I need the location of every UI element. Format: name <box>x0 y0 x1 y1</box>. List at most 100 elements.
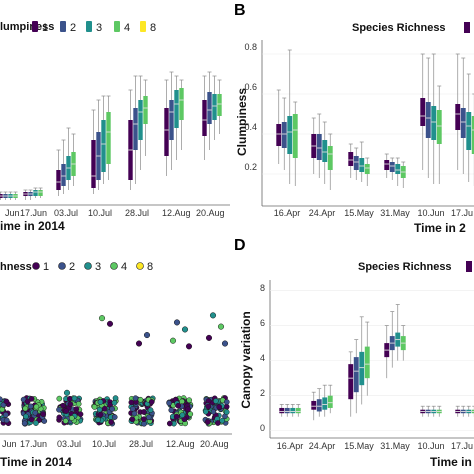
panel-a-x-tick-3: 10.Jul <box>88 208 112 218</box>
panel-c-legend-label-1: 1 <box>43 261 49 273</box>
panel-d-y-ticks: 0 2 4 6 8 <box>260 283 265 433</box>
panel-c-point-3-59 <box>97 411 104 418</box>
panel-d-gridlines <box>270 290 474 432</box>
panel-a-box-1-2 <box>56 170 61 190</box>
panel-c-point-5-60 <box>179 398 185 405</box>
panel-b-y-title: Clumpiness <box>235 88 249 156</box>
panel-d-x-ticks: 16.Apr 24.Apr 15.May 31.May 10.Jun 17.Ju <box>277 441 473 451</box>
panel-d-plot <box>279 304 474 421</box>
panel-d-box-2-1 <box>316 399 322 412</box>
panel-d-legend-title: Species Richness <box>358 261 452 273</box>
panel-c-x-ticks: Jun 17.Jun 03.Jul 10.Jul 28.Jul 12.Aug 2… <box>2 439 229 449</box>
panel-c-point-6-59 <box>215 420 221 426</box>
panel-c-point-6-67 <box>223 409 230 415</box>
panel-c-point-1-53 <box>22 405 29 412</box>
panel-c-x-tick-2: 03.Jul <box>57 439 81 449</box>
panel-d-y-tick-3: 6 <box>260 318 265 328</box>
panel-b-box-4-1 <box>327 146 333 170</box>
panel-c-point-6-60 <box>223 399 230 405</box>
panel-d-x-tick-4: 10.Jun <box>417 441 444 451</box>
panel-a-box-4-6 <box>217 94 222 116</box>
panel-c-point-5-40 <box>187 411 194 417</box>
panel-c-point-2-53 <box>77 411 84 418</box>
panel-c-point-1-61 <box>24 398 31 405</box>
panel-c-legend-label-2: 2 <box>69 261 75 273</box>
panel-d-box-2-0 <box>284 407 290 414</box>
panel-d-box-3-0 <box>290 407 296 414</box>
panel-c-point-2-57 <box>56 414 63 421</box>
panel-c-point-4-67 <box>129 416 136 423</box>
panel-d-y-tick-1: 2 <box>260 388 265 398</box>
panel-c-outlier-5-1 <box>181 326 189 333</box>
panel-c-point-2-59 <box>60 402 66 409</box>
panel-a-box-1-5 <box>164 108 169 156</box>
panel-c-x-tick-0: Jun <box>2 439 17 449</box>
panel-b-box-1-0 <box>276 124 282 146</box>
panel-b-x-tick-2: 15.May <box>344 208 374 218</box>
panel-c-point-1-67 <box>33 403 40 410</box>
panel-c-legend-key-1 <box>32 262 40 270</box>
panel-c-point-2-66 <box>71 395 78 402</box>
panel-b-y-tick-2: 0.6 <box>244 82 257 92</box>
panel-c-point-2-40 <box>56 406 62 413</box>
panel-a-box-1-3 <box>91 140 96 188</box>
panel-a-box-4-1 <box>38 190 43 196</box>
panel-b-box-3-2 <box>359 158 365 172</box>
panel-c-outlier-5-3 <box>185 343 193 350</box>
panel-c-point-5-68 <box>179 412 186 419</box>
panel-c-outlier-3-1 <box>106 320 114 327</box>
panel-c-x-title: Time in 2014 <box>0 455 72 469</box>
panel-c-x-tick-3: 10.Jul <box>92 439 116 449</box>
panel-c-legend-label-3: 3 <box>95 261 101 273</box>
panel-b-box-4-0 <box>292 114 298 158</box>
panel-c-legend-key-8 <box>136 262 144 270</box>
panel-c-point-6-66 <box>204 419 211 425</box>
panel-c-point-4-58 <box>145 414 152 421</box>
panel-d-box-2-2 <box>353 357 359 393</box>
panel-b-box-1-3 <box>384 160 390 170</box>
panel-c-point-4-62 <box>147 407 154 413</box>
panel-c-point-2-67 <box>63 408 70 414</box>
panel-c-point-1-62 <box>33 420 39 426</box>
panel-a-x-title: ime in 2014 <box>0 219 65 233</box>
panel-a-legend-key-8 <box>140 21 146 32</box>
panel-d-box-4-0 <box>295 407 301 414</box>
panel-a-legend-key-4 <box>114 21 120 32</box>
panel-b-y-tick-0: 0.2 <box>244 162 257 172</box>
panel-d-box-1-2 <box>348 364 354 400</box>
panel-c-legend-title: hness <box>0 261 32 273</box>
panel-d-y-tick-2: 4 <box>260 353 265 363</box>
panel-c-point-0-19 <box>2 411 9 418</box>
panel-c-point-1-64 <box>40 411 47 417</box>
panel-d-legend-key-1 <box>466 261 472 272</box>
panel-c-point-4-63 <box>130 406 136 412</box>
panel-c-point-3-28 <box>112 395 119 401</box>
panel-b-y-tick-1: 0.4 <box>244 122 257 132</box>
panel-c-plot <box>0 312 230 427</box>
panel-a-box-3-6 <box>212 94 217 120</box>
panel-c-outlier-3-0 <box>98 315 106 322</box>
panel-c-point-4-55 <box>128 399 135 406</box>
panel-c-point-4-69 <box>132 395 139 402</box>
panel-d-box-3-1 <box>322 397 328 410</box>
panel-d-x-title: Time in 2 <box>430 455 474 469</box>
panel-c-point-3-68 <box>101 405 108 412</box>
panel-c-point-2-65 <box>62 418 69 424</box>
panel-b-x-tick-3: 31.May <box>380 208 410 218</box>
panel-d-box-4-2 <box>364 346 370 379</box>
panel-b-box-4-4 <box>436 110 442 144</box>
panel-b-box-1-4 <box>420 98 426 126</box>
panel-c-point-2-69 <box>75 401 82 407</box>
panel-b-x-tick-0: 16.Apr <box>274 208 301 218</box>
panel-c-point-1-35 <box>21 420 28 427</box>
panel-c-point-3-69 <box>111 414 118 420</box>
panel-a-box-4-3 <box>106 112 111 164</box>
panel-b-box-3-0 <box>287 116 293 154</box>
panel-a-box-2-4 <box>133 108 138 150</box>
panel-a-box-3-3 <box>101 120 106 172</box>
panel-b-box-4-2 <box>364 164 370 174</box>
panel-a-legend-label-2: 2 <box>70 22 76 34</box>
panel-c-outlier-6-2 <box>205 334 213 341</box>
panel-d-box-1-1 <box>311 400 317 410</box>
panel-a-box-4-4 <box>143 96 148 124</box>
